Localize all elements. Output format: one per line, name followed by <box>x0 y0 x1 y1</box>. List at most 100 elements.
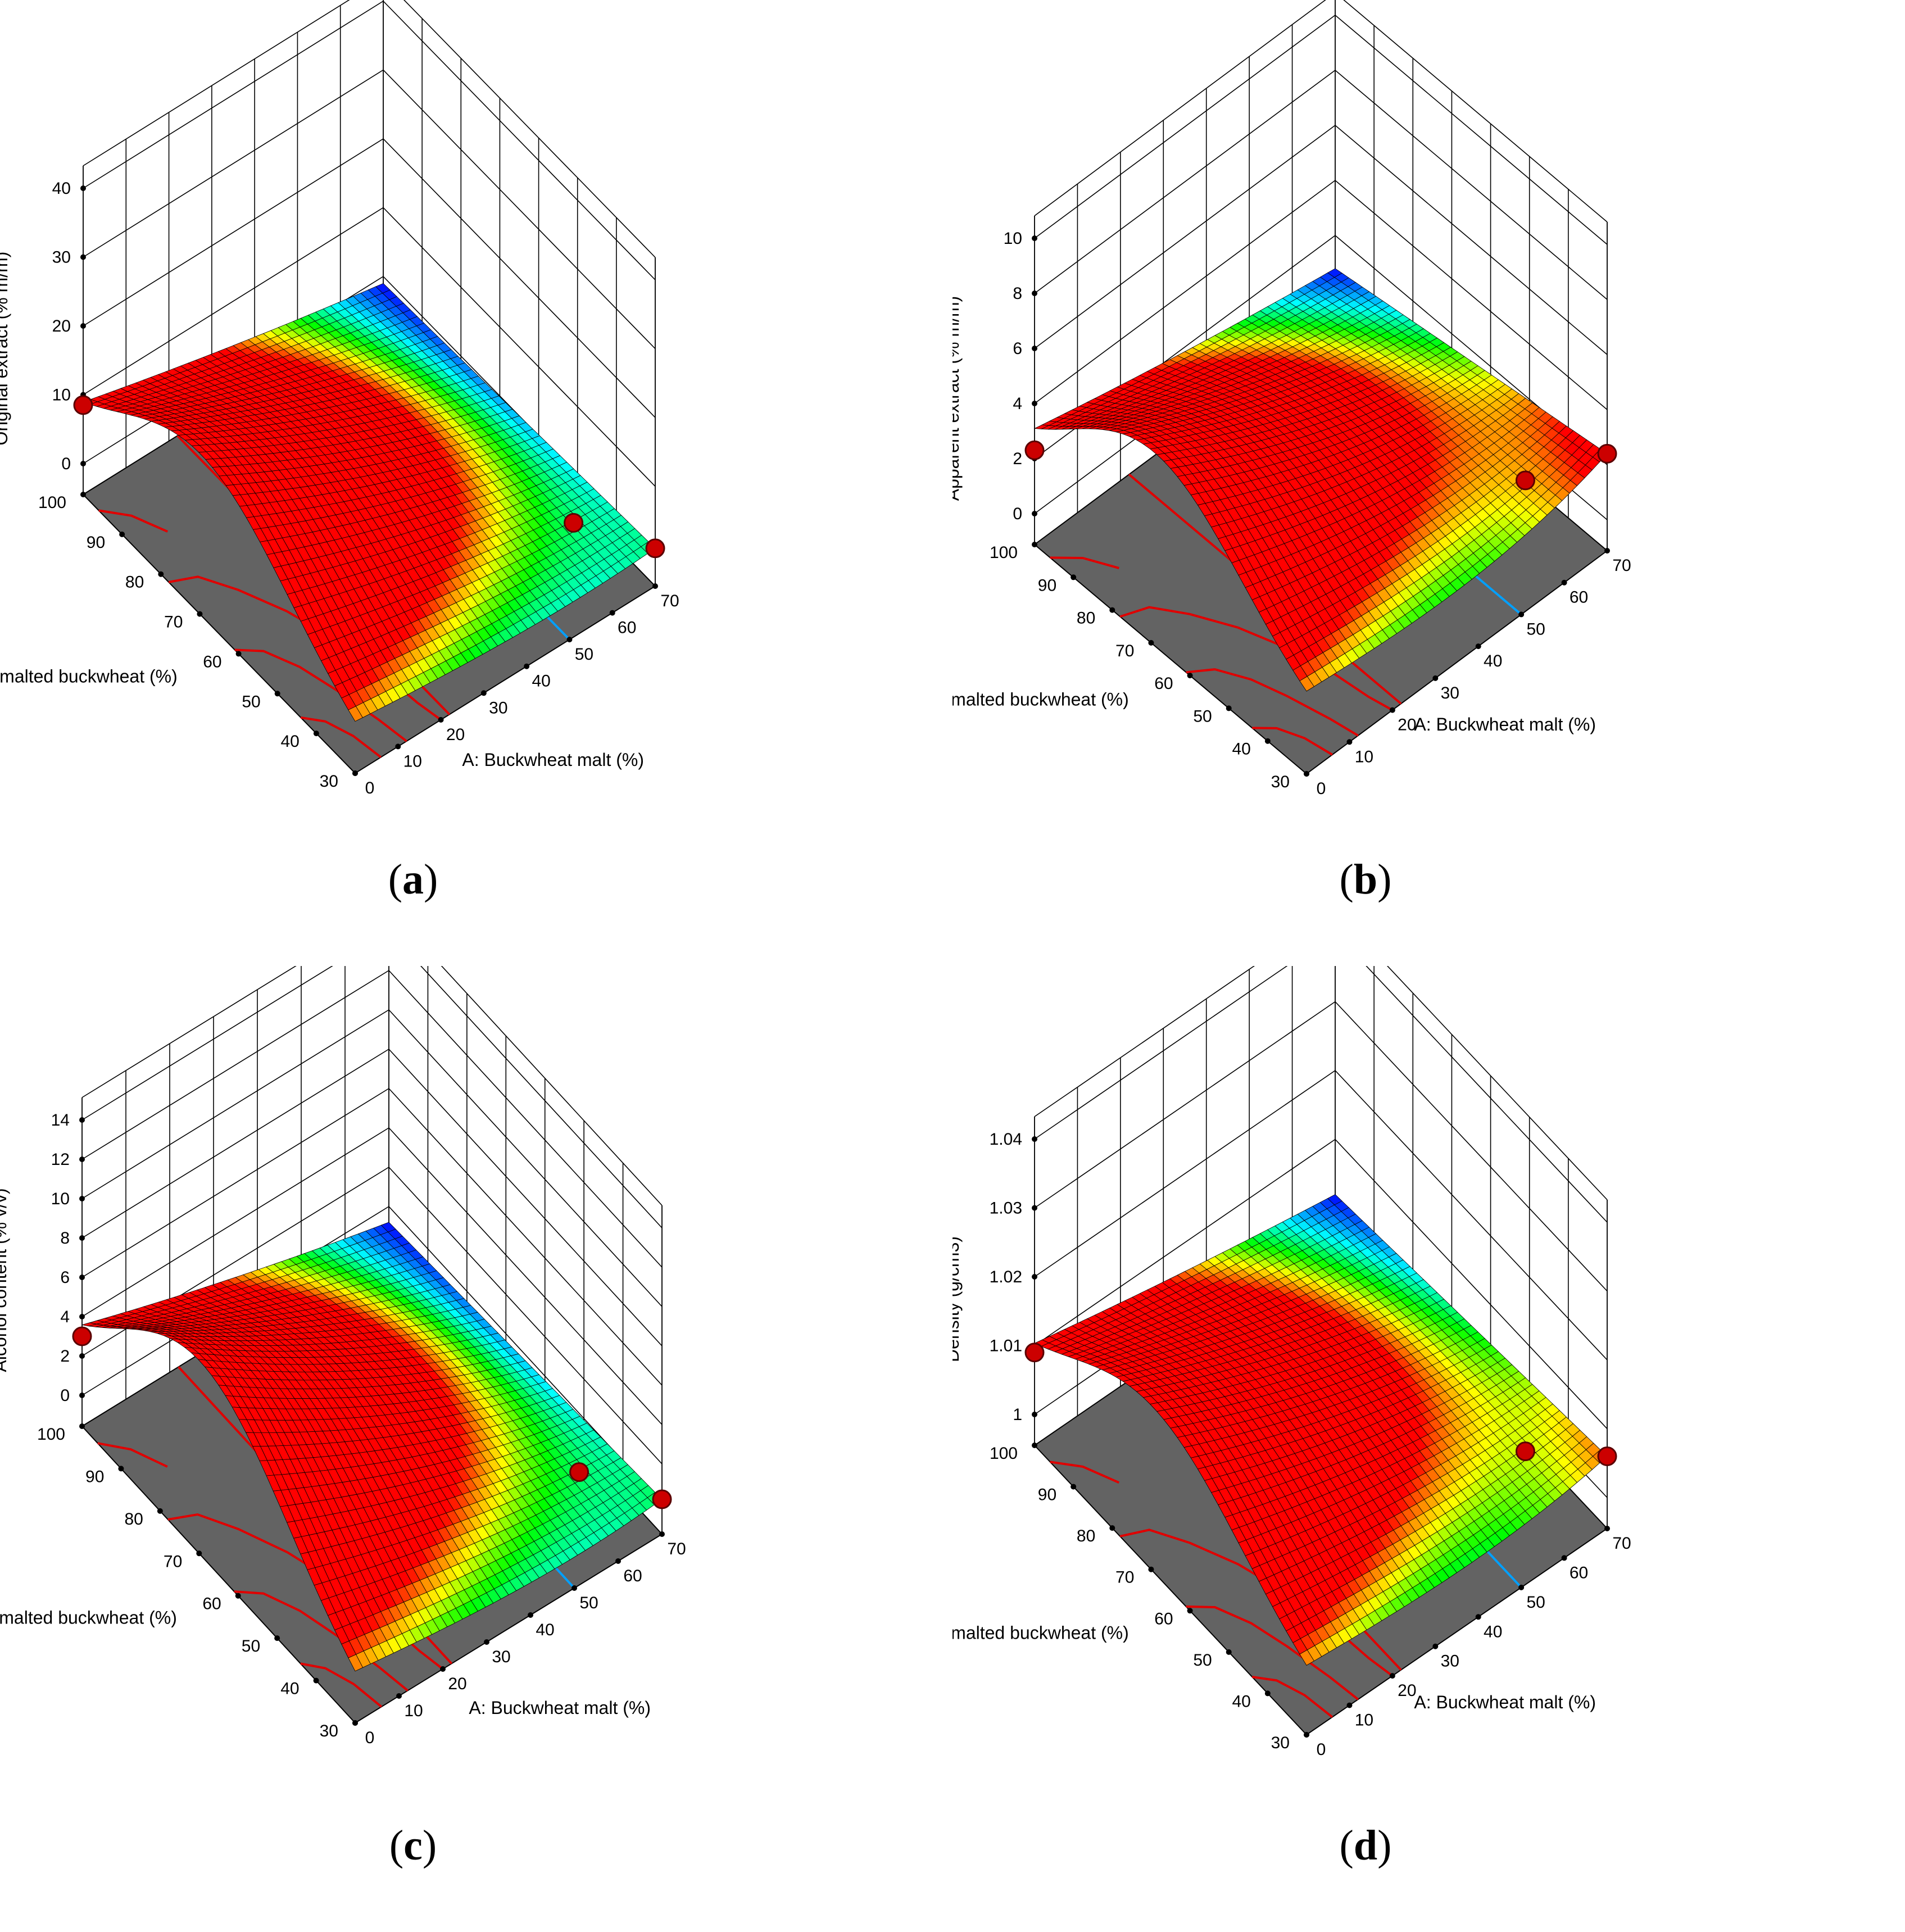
y-tick-mark <box>274 691 280 697</box>
x-tick-mark <box>396 1693 402 1699</box>
x-tick-mark <box>438 716 444 723</box>
y-tick-mark <box>1148 640 1154 646</box>
x-tick-label: 50 <box>575 645 593 664</box>
y-tick-label: 40 <box>280 732 299 751</box>
y-tick-label: 70 <box>164 1552 182 1571</box>
axis-ticks: 0102030403040506070809010001020304050607… <box>38 179 679 797</box>
x-tick-mark <box>609 610 615 616</box>
x-tick-mark <box>1432 675 1439 681</box>
surface-patch <box>1299 676 1314 692</box>
response-surface <box>81 1222 663 1672</box>
z-tick-label: 20 <box>52 317 71 335</box>
wall-gridline <box>1034 124 1608 355</box>
x-tick-mark <box>352 1720 358 1726</box>
z-tick-label: 10 <box>51 1190 70 1208</box>
wall-gridline <box>81 969 663 1268</box>
y-tick-mark <box>1109 607 1115 613</box>
design-points <box>73 395 665 559</box>
z-tick-label: 0 <box>1013 505 1022 523</box>
wall-gridline <box>83 69 656 350</box>
response-surface <box>82 283 656 722</box>
x-tick-label: 10 <box>403 752 422 770</box>
z-axis-title: Alcohol content (% v/v) <box>0 1188 10 1372</box>
y-tick-mark <box>235 1593 241 1599</box>
z-tick-label: 6 <box>60 1268 70 1287</box>
x-tick-label: 0 <box>365 779 375 797</box>
x-tick-label: 50 <box>579 1594 598 1612</box>
z-tick-label: 8 <box>60 1229 70 1248</box>
y-tick-label: 100 <box>37 1425 65 1444</box>
y-tick-label: 80 <box>1077 609 1095 628</box>
z-tick-mark <box>1032 235 1037 241</box>
y-axis-title: B: Unmalted buckwheat (%) <box>0 1608 177 1628</box>
x-tick-mark <box>1561 579 1567 586</box>
z-tick-label: 2 <box>60 1347 70 1366</box>
z-tick-mark <box>79 1117 85 1123</box>
z-tick-label: 40 <box>52 179 71 198</box>
design-points <box>1024 440 1617 491</box>
contour-line <box>1252 727 1333 756</box>
x-tick-label: 70 <box>660 592 679 610</box>
y-axis-title: B: Unmalted buckwheat (%) <box>952 689 1129 709</box>
wall-gridline <box>1034 14 1608 245</box>
contour-line <box>1119 606 1393 711</box>
x-tick-label: 50 <box>1526 620 1545 638</box>
y-tick-mark <box>196 1550 202 1557</box>
z-tick-mark <box>79 1314 85 1319</box>
y-tick-label: 30 <box>320 772 338 791</box>
x-tick-label: 20 <box>1398 716 1416 734</box>
z-tick-mark <box>79 1196 85 1201</box>
z-tick-label: 12 <box>51 1150 70 1169</box>
wall-gridline <box>1034 179 1608 410</box>
y-tick-label: 90 <box>87 533 105 552</box>
z-tick-mark <box>79 1353 85 1359</box>
y-tick-label: 80 <box>125 573 144 592</box>
x-tick-label: 60 <box>623 1567 642 1585</box>
wall-gridline <box>81 966 663 1206</box>
x-tick-mark <box>395 743 401 750</box>
x-tick-label: 40 <box>532 672 550 691</box>
y-tick-label: 40 <box>1232 740 1250 759</box>
z-tick-mark <box>1032 511 1037 516</box>
y-tick-label: 100 <box>990 543 1018 562</box>
wall-gridline <box>81 1087 663 1386</box>
x-tick-mark <box>652 583 658 589</box>
x-tick-label: 40 <box>1484 652 1502 670</box>
z-tick-label: 4 <box>60 1308 70 1326</box>
x-tick-mark <box>1475 643 1481 650</box>
x-tick-mark <box>572 1585 577 1591</box>
x-tick-label: 30 <box>492 1648 510 1666</box>
x-tick-label: 30 <box>489 699 507 717</box>
chart-svg: 024681030405060708090100010203040506070A… <box>952 0 1631 903</box>
y-tick-label: 80 <box>124 1510 143 1529</box>
x-axis-title: A: Buckwheat malt (%) <box>462 750 644 770</box>
x-tick-label: 20 <box>448 1675 466 1693</box>
z-tick-label: 10 <box>1004 229 1022 248</box>
y-tick-mark <box>80 492 86 497</box>
x-tick-label: 0 <box>1317 779 1326 798</box>
x-tick-label: 10 <box>1355 747 1373 766</box>
panel-a: 0 10 20 30 40 30 40 50 60 70 80 90 100 0 10 20 30 40 50 60 7… <box>0 0 952 966</box>
z-tick-label: 4 <box>1013 394 1022 413</box>
z-tick-mark <box>79 1275 85 1280</box>
chart-svg: 0102030403040506070809010001020304050607… <box>0 0 679 903</box>
x-tick-label: 70 <box>667 1540 686 1558</box>
y-tick-label: 90 <box>85 1467 104 1486</box>
z-tick-label: 0 <box>61 455 71 473</box>
wall-gridline <box>81 1009 663 1307</box>
x-axis-title: A: Buckwheat malt (%) <box>469 1698 651 1718</box>
y-tick-mark <box>158 571 164 577</box>
z-axis-title: Apparent extract (% m/m) <box>952 296 963 501</box>
z-tick-label: 2 <box>1013 450 1022 468</box>
y-tick-mark <box>1226 705 1232 711</box>
wall-gridline <box>83 207 656 487</box>
y-tick-label: 40 <box>280 1680 299 1698</box>
x-tick-label: 70 <box>1612 556 1631 575</box>
wall-gridline <box>1034 69 1608 300</box>
x-tick-mark <box>566 637 573 643</box>
z-tick-label: 14 <box>51 1111 70 1130</box>
z-tick-label: 10 <box>52 386 71 405</box>
y-tick-label: 60 <box>202 1595 221 1613</box>
chart-svg: 0246810121430405060708090100010203040506… <box>0 966 686 1869</box>
